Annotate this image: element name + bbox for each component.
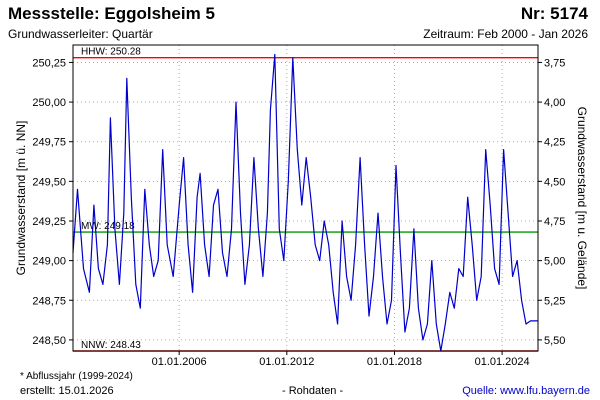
y-tick-label: 248,75 xyxy=(32,295,66,307)
station-number: Nr: 5174 xyxy=(520,4,588,23)
source-link[interactable]: Quelle: www.lfu.bayern.de xyxy=(462,385,590,397)
footnote: * Abflussjahr (1999-2024) xyxy=(20,371,133,382)
y2-tick-label: 4,00 xyxy=(544,97,565,109)
series-layer xyxy=(72,53,538,352)
y2-tick-label: 3,75 xyxy=(544,57,565,69)
y-tick-label: 249,75 xyxy=(32,137,66,149)
x-tick-label: 01.01.2018 xyxy=(367,356,422,368)
aquifer-label: Grundwasserleiter: Quartär xyxy=(8,27,153,41)
y2-tick-label: 5,25 xyxy=(544,295,565,307)
period-label: Zeitraum: Feb 2000 - Jan 2026 xyxy=(423,27,588,41)
tick-labels: 250,25 3,75 250,00 4,00 249,75 4,25 249,50 4,50… xyxy=(32,57,565,368)
ref-label-hhw: HHW: 250.28 xyxy=(81,47,141,58)
x-tick-label: 01.01.2012 xyxy=(259,356,314,368)
plot-frame xyxy=(72,44,539,352)
series-line xyxy=(72,53,538,352)
y-tick-label: 249,50 xyxy=(32,176,66,188)
created-date: erstellt: 15.01.2026 xyxy=(20,385,114,397)
y-axis-label: Grundwasserstand [m ü. NN] xyxy=(14,121,28,276)
y2-tick-label: 4,75 xyxy=(544,216,565,228)
y-tick-label: 249,25 xyxy=(32,216,66,228)
y-tick-label: 250,00 xyxy=(32,97,66,109)
y2-tick-label: 4,25 xyxy=(544,137,565,149)
raw-data-label: - Rohdaten - xyxy=(282,385,344,397)
y-tick-label: 250,25 xyxy=(32,57,66,69)
ref-label-nnw: NNW: 248.43 xyxy=(81,340,141,351)
y2-axis-label: Grundwasserstand [m u. Gelände] xyxy=(575,107,589,290)
y-tick-label: 248,50 xyxy=(32,335,66,347)
page-title: Messstelle: Eggolsheim 5 xyxy=(8,4,215,23)
y2-tick-label: 5,00 xyxy=(544,256,565,268)
y-tick-label: 249,00 xyxy=(32,256,66,268)
x-tick-label: 01.01.2024 xyxy=(475,356,530,368)
y2-tick-label: 5,50 xyxy=(544,335,565,347)
y2-tick-label: 4,50 xyxy=(544,176,565,188)
x-tick-label: 01.01.2006 xyxy=(152,356,207,368)
